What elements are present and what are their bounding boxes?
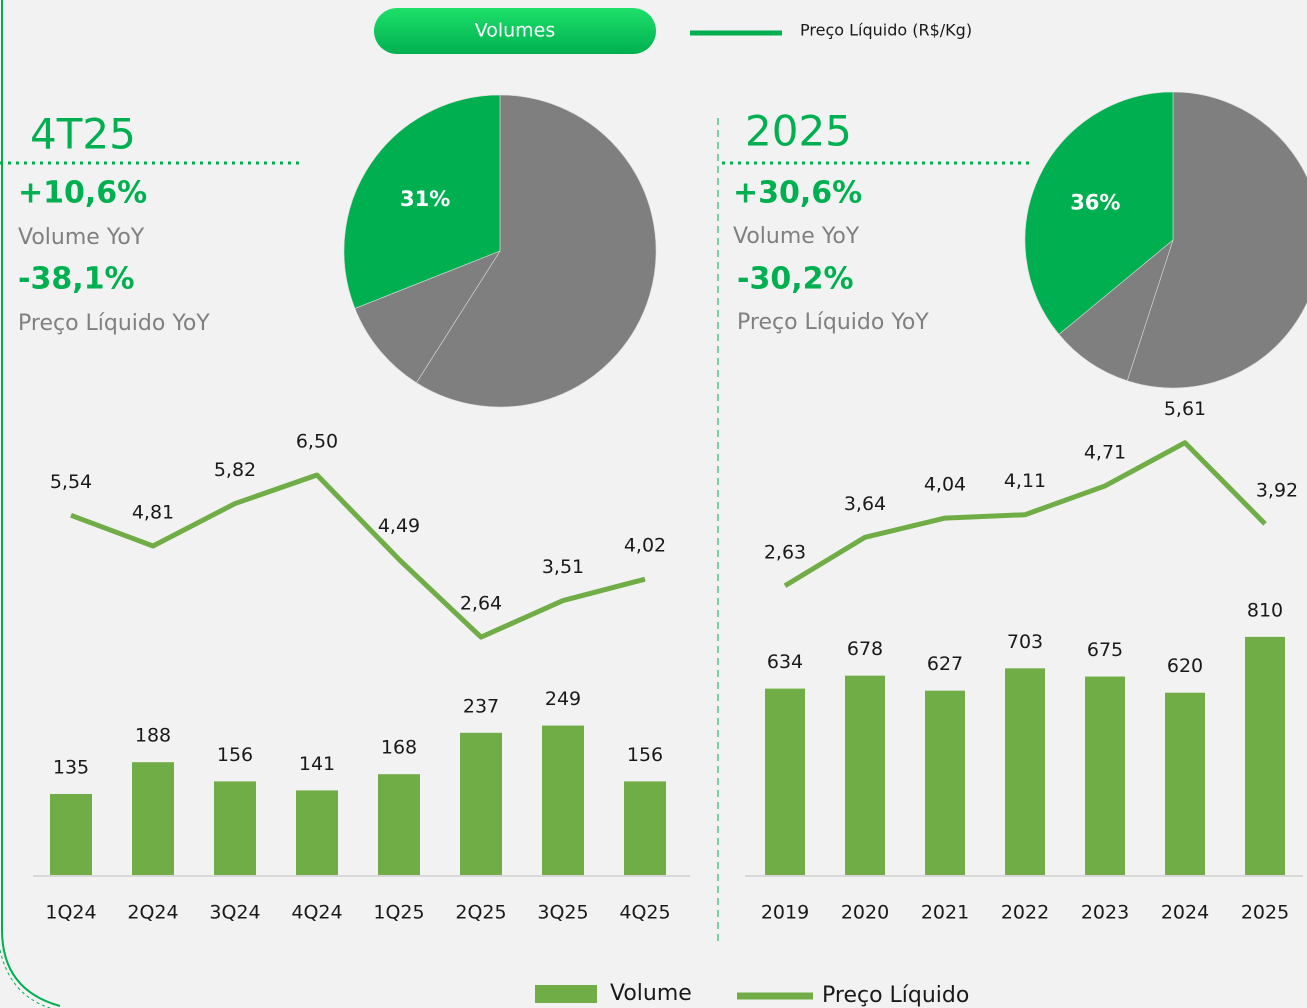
- pie-slice: [343, 94, 501, 309]
- bar-value-label: 135: [53, 757, 89, 779]
- bar-value-label: 156: [217, 744, 253, 766]
- bar: [296, 790, 338, 875]
- pie-slice: [1024, 91, 1174, 335]
- line-value-label: 3,92: [1256, 479, 1298, 501]
- kpi-label: Preço Líquido YoY: [737, 310, 929, 335]
- pie-label: 31%: [400, 187, 450, 211]
- bar-value-label: 627: [927, 653, 963, 675]
- pie-slice: [354, 250, 501, 384]
- x-tick-label: 1Q24: [45, 902, 96, 924]
- bar-value-label: 620: [1167, 655, 1203, 677]
- line-value-label: 4,11: [1004, 470, 1046, 492]
- x-tick-label: 2024: [1161, 902, 1209, 924]
- line-value-label: 2,63: [764, 541, 806, 563]
- pie-slice: [1126, 91, 1307, 389]
- line-value-label: 4,04: [924, 474, 966, 496]
- x-tick-label: 3Q24: [209, 902, 260, 924]
- x-tick-label: 4Q24: [291, 902, 342, 924]
- kpi-value: +30,6%: [733, 176, 862, 211]
- x-tick-label: 2Q24: [127, 902, 178, 924]
- bar: [214, 781, 256, 875]
- frame-border: [1, 0, 61, 1007]
- x-tick-label: 4Q25: [619, 902, 670, 924]
- bar: [1085, 676, 1125, 875]
- legend-label: Preço Líquido: [822, 983, 969, 1008]
- line-value-label: 5,54: [50, 471, 92, 493]
- line-value-label: 3,64: [844, 493, 886, 515]
- legend-swatch: [535, 985, 597, 1003]
- kpi-label: Volume YoY: [733, 224, 860, 249]
- bar: [624, 781, 666, 875]
- pie-label: 36%: [1070, 190, 1120, 214]
- x-tick-label: 2022: [1001, 902, 1049, 924]
- x-tick-label: 2025: [1241, 902, 1289, 924]
- kpi-label: Preço Líquido YoY: [18, 311, 210, 336]
- legend-label: Preço Líquido (R$/Kg): [800, 21, 972, 40]
- line-value-label: 3,51: [542, 556, 584, 578]
- bar: [765, 688, 805, 875]
- price-line: [783, 440, 1267, 588]
- bar-value-label: 141: [299, 753, 335, 775]
- legend-label: Volume: [610, 981, 692, 1006]
- line-value-label: 5,82: [214, 459, 256, 481]
- line-value-label: 4,71: [1084, 441, 1126, 463]
- bar: [50, 794, 92, 875]
- kpi-label: Volume YoY: [18, 225, 145, 250]
- line-value-label: 5,61: [1164, 398, 1206, 420]
- x-tick-label: 2020: [841, 902, 889, 924]
- x-tick-label: 2019: [761, 902, 809, 924]
- bar: [132, 762, 174, 875]
- bar-value-label: 168: [381, 737, 417, 759]
- pie-slice: [415, 94, 657, 408]
- line-value-label: 4,81: [132, 501, 174, 523]
- bar-value-label: 675: [1087, 639, 1123, 661]
- bar: [378, 774, 420, 875]
- bar-value-label: 810: [1247, 599, 1283, 621]
- kpi-value: -30,2%: [737, 262, 854, 297]
- volumes-button[interactable]: [374, 8, 656, 54]
- price-line: [70, 472, 646, 640]
- period: 4T25: [30, 110, 136, 159]
- x-tick-label: 2021: [921, 902, 969, 924]
- bar-value-label: 237: [463, 695, 499, 717]
- x-tick-label: 3Q25: [537, 902, 588, 924]
- x-tick-label: 1Q25: [373, 902, 424, 924]
- line-value-label: 4,02: [624, 535, 666, 557]
- frame-border: [0, 949, 51, 1008]
- bar-value-label: 703: [1007, 631, 1043, 653]
- x-tick-label: 2Q25: [455, 902, 506, 924]
- bar: [1005, 668, 1045, 875]
- bar-value-label: 188: [135, 725, 171, 747]
- bar-value-label: 678: [847, 638, 883, 660]
- bar-value-label: 249: [545, 688, 581, 710]
- line-value-label: 4,49: [378, 515, 420, 537]
- bar: [925, 690, 965, 875]
- bar: [460, 732, 502, 875]
- period: 2025: [745, 107, 852, 156]
- x-tick-label: 2023: [1081, 902, 1129, 924]
- bar: [1245, 636, 1285, 875]
- bar: [845, 675, 885, 875]
- bar-value-label: 634: [767, 651, 803, 673]
- bar-value-label: 156: [627, 744, 663, 766]
- line-value-label: 6,50: [296, 431, 338, 453]
- pie-slice: [1058, 239, 1174, 382]
- bar: [1165, 692, 1205, 875]
- button-label: Volumes: [475, 20, 556, 42]
- kpi-value: +10,6%: [18, 176, 147, 211]
- line-value-label: 2,64: [460, 593, 502, 615]
- kpi-value: -38,1%: [18, 262, 135, 297]
- bar: [542, 725, 584, 875]
